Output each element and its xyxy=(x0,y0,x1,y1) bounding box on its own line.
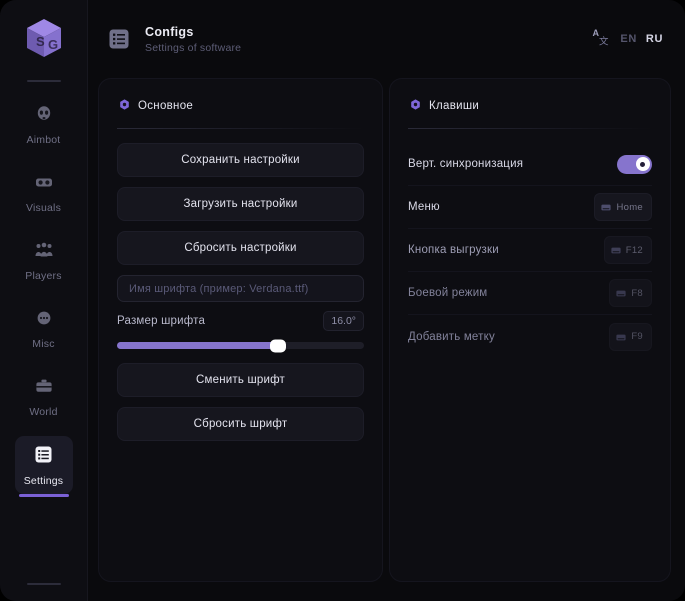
sidebar-divider-top xyxy=(26,80,61,82)
save-settings-button[interactable]: Сохранить настройки xyxy=(117,143,364,177)
sidebar-item-label: Players xyxy=(25,270,62,282)
change-font-button[interactable]: Сменить шрифт xyxy=(117,363,364,397)
topbar: Configs Settings of software A 文 EN RU xyxy=(88,0,685,78)
cube-logo-icon[interactable]: S G xyxy=(20,14,68,62)
font-size-row: Размер шрифта 16.0° xyxy=(117,311,364,331)
panel-general-header: Основное xyxy=(117,95,364,115)
reset-settings-button[interactable]: Сбросить настройки xyxy=(117,231,364,265)
menu-keybind[interactable]: Home xyxy=(594,193,652,221)
vsync-toggle[interactable] xyxy=(617,154,652,174)
load-settings-button[interactable]: Загрузить настройки xyxy=(117,187,364,221)
language-switcher: A 文 EN RU xyxy=(592,27,663,51)
row-label: Кнопка выгрузки xyxy=(408,244,499,256)
keyboard-icon xyxy=(616,328,626,346)
sidebar-item-aimbot[interactable]: Aimbot xyxy=(15,96,73,153)
gear-hex-icon xyxy=(410,97,421,115)
keybind-text: F8 xyxy=(631,287,643,299)
row-menu: Меню Home xyxy=(408,186,652,229)
sidebar-item-label: Aimbot xyxy=(26,134,61,146)
row-label: Верт. синхронизация xyxy=(408,158,524,170)
svg-text:A: A xyxy=(593,28,600,38)
ellipsis-icon xyxy=(34,308,54,333)
panel-keys-title: Клавиши xyxy=(429,100,480,112)
row-unload: Кнопка выгрузки F12 xyxy=(408,229,652,272)
font-name-input[interactable]: Имя шрифта (пример: Verdana.ttf) xyxy=(117,275,364,302)
panel-keys-header: Клавиши xyxy=(408,95,652,115)
font-name-placeholder: Имя шрифта (пример: Verdana.ttf) xyxy=(129,282,309,295)
page-subtitle: Settings of software xyxy=(145,41,242,54)
list-box-icon xyxy=(106,26,132,52)
alien-head-icon xyxy=(34,104,54,129)
sidebar-item-label: Visuals xyxy=(25,202,62,214)
combat-mode-keybind[interactable]: F8 xyxy=(609,279,652,307)
gear-hex-icon xyxy=(119,97,130,115)
panel-divider xyxy=(117,128,364,129)
sidebar-item-label: Misc xyxy=(32,338,55,350)
sidebar: S G Aimbot xyxy=(0,0,88,601)
svg-text:文: 文 xyxy=(599,36,609,47)
row-label: Добавить метку xyxy=(408,330,495,343)
panel-divider xyxy=(408,128,652,129)
page-title-group: Configs Settings of software xyxy=(145,25,241,54)
keyboard-icon xyxy=(611,241,621,259)
lang-option-en[interactable]: EN xyxy=(620,33,637,45)
keyboard-icon xyxy=(601,198,612,216)
keybind-text: F12 xyxy=(625,244,643,256)
row-add-marker: Добавить метку F9 xyxy=(408,315,652,358)
page-title: Configs xyxy=(145,24,194,39)
font-size-slider[interactable] xyxy=(117,339,364,352)
goggles-icon xyxy=(34,172,54,197)
sidebar-divider-bottom xyxy=(26,583,61,585)
lang-option-ru[interactable]: RU xyxy=(645,33,663,45)
keyboard-icon xyxy=(616,284,626,302)
sidebar-item-settings[interactable]: Settings xyxy=(14,436,73,497)
row-label: Боевой режим xyxy=(408,287,488,299)
sidebar-item-label: Settings xyxy=(23,475,64,487)
row-label: Меню xyxy=(408,201,440,213)
sidebar-item-world[interactable]: World xyxy=(15,368,73,425)
content-area: Configs Settings of software A 文 EN RU xyxy=(88,0,685,601)
sidebar-item-visuals[interactable]: Visuals xyxy=(15,164,73,221)
people-group-icon xyxy=(34,240,54,265)
keybind-text: Home xyxy=(616,201,643,213)
svg-text:G: G xyxy=(48,37,58,52)
row-combat-mode: Боевой режим F8 xyxy=(408,272,652,315)
slider-handle[interactable] xyxy=(269,339,286,352)
briefcase-icon xyxy=(34,376,54,401)
font-size-value: 16.0° xyxy=(323,311,364,331)
svg-text:S: S xyxy=(36,34,45,49)
sidebar-item-misc[interactable]: Misc xyxy=(15,300,73,357)
list-box-icon xyxy=(33,444,54,470)
sidebar-item-label: World xyxy=(29,406,58,418)
panels-row: Основное Сохранить настройки Загрузить н… xyxy=(88,78,685,601)
translate-icon[interactable]: A 文 xyxy=(592,27,611,51)
sidebar-item-players[interactable]: Players xyxy=(15,232,73,289)
unload-keybind[interactable]: F12 xyxy=(603,236,652,264)
toggle-knob xyxy=(635,157,650,171)
font-size-label: Размер шрифта xyxy=(117,315,206,327)
panel-keys: Клавиши Верт. синхронизация Меню Home xyxy=(389,78,671,582)
keybind-text: F9 xyxy=(631,331,643,342)
add-marker-keybind[interactable]: F9 xyxy=(609,322,652,351)
slider-fill xyxy=(117,342,278,349)
row-vsync: Верт. синхронизация xyxy=(408,143,652,186)
sidebar-nav: Aimbot Visuals xyxy=(0,96,87,497)
panel-general-title: Основное xyxy=(138,100,194,112)
reset-font-button[interactable]: Сбросить шрифт xyxy=(117,407,364,441)
panel-general: Основное Сохранить настройки Загрузить н… xyxy=(98,78,383,582)
